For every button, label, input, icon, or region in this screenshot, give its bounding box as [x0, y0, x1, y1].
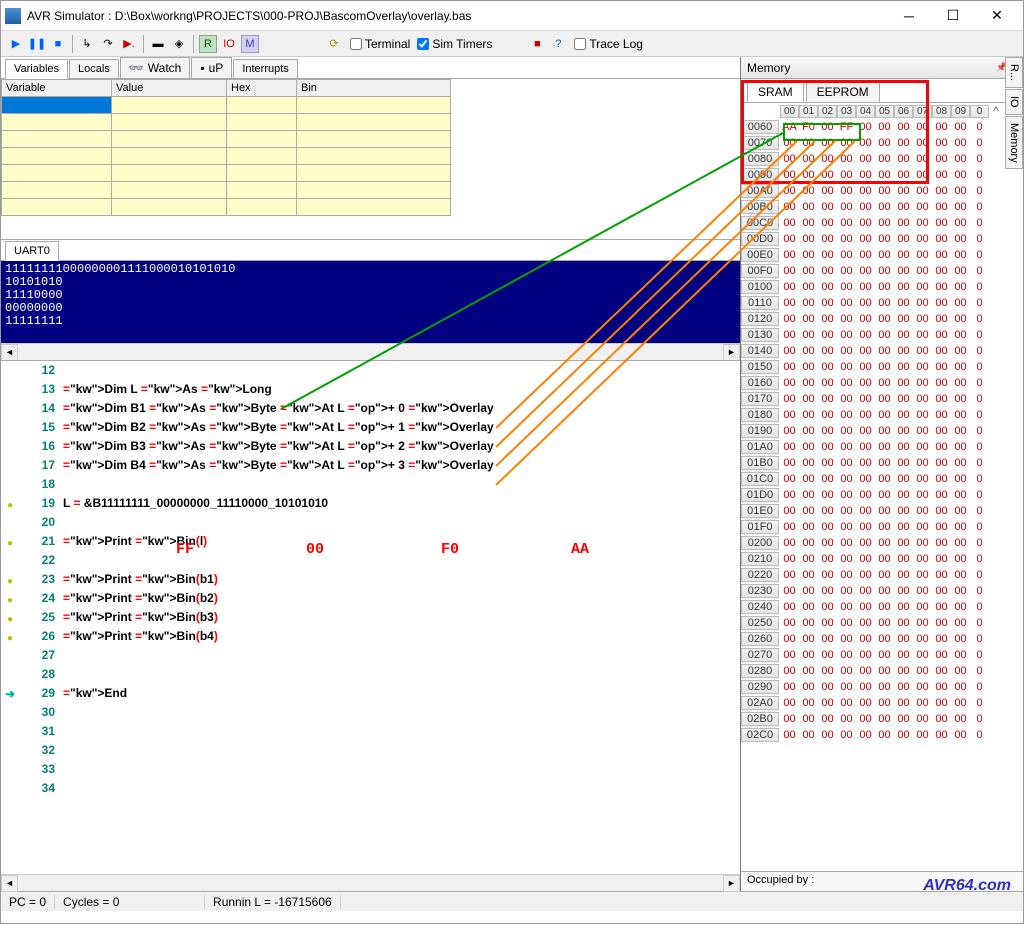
uart-tabs: UART0 [1, 239, 740, 261]
tab-interrupts[interactable]: Interrupts [233, 59, 297, 78]
m-button[interactable]: M [241, 35, 259, 53]
table-row[interactable] [2, 97, 451, 114]
vtab-io[interactable]: IO [1005, 89, 1023, 115]
help-icon[interactable]: ? [549, 35, 567, 53]
memory-grid[interactable]: 000102030405060708090^0060AAF000FF000000… [741, 103, 1023, 871]
toolbar: ▶ ❚❚ ■ ↳ ↷ ▶. ▬ ◈ R IO M ⟳ Terminal Sim … [1, 31, 1023, 57]
step-over-button[interactable]: ↷ [99, 35, 117, 53]
table-row[interactable] [2, 131, 451, 148]
tracelog-checkbox[interactable]: Trace Log [574, 37, 643, 51]
refresh-icon[interactable]: ⟳ [325, 35, 343, 53]
variables-table[interactable]: Variable Value Hex Bin [1, 79, 451, 216]
terminal-checkbox[interactable]: Terminal [350, 37, 410, 51]
status-pc: PC = 0 [1, 895, 55, 909]
tab-sram[interactable]: SRAM [747, 82, 804, 102]
col-value[interactable]: Value [112, 80, 227, 97]
memory-header: Memory 📌✕ [741, 57, 1023, 79]
io-button[interactable]: IO [220, 35, 238, 53]
tab-watch[interactable]: 👓Watch [120, 57, 191, 78]
app-icon [5, 8, 21, 24]
board-icon[interactable]: ◈ [170, 35, 188, 53]
step-out-button[interactable]: ▶. [120, 35, 138, 53]
watch-icon: 👓 [129, 61, 144, 75]
table-row[interactable] [2, 165, 451, 182]
table-row[interactable] [2, 114, 451, 131]
col-hex[interactable]: Hex [227, 80, 297, 97]
table-row[interactable] [2, 148, 451, 165]
record-icon[interactable]: ■ [528, 35, 546, 53]
simtimers-checkbox[interactable]: Sim Timers [417, 37, 492, 51]
variable-tabs: Variables Locals 👓Watch ▪uP Interrupts [1, 57, 740, 79]
col-bin[interactable]: Bin [297, 80, 451, 97]
tab-uart0[interactable]: UART0 [5, 241, 59, 261]
statusbar: PC = 0 Cycles = 0 Runnin L = -16715606 [1, 891, 1023, 911]
tab-variables[interactable]: Variables [5, 59, 68, 79]
variables-panel: Variable Value Hex Bin [1, 79, 740, 239]
step-into-button[interactable]: ↳ [78, 35, 96, 53]
code-editor[interactable]: 1213="kw">Dim L ="kw">As ="kw">Long14="k… [1, 360, 740, 874]
titlebar: AVR Simulator : D:\Box\workng\PROJECTS\0… [1, 1, 1023, 31]
memory-tabs: SRAM EEPROM [741, 79, 1023, 103]
tab-up[interactable]: ▪uP [191, 57, 232, 78]
chip-icon: ▪ [200, 61, 204, 75]
vertical-tabs: R... IO Memory [1005, 57, 1023, 170]
chip-icon[interactable]: ▬ [149, 35, 167, 53]
stop-button[interactable]: ■ [49, 35, 67, 53]
minimize-button[interactable]: ─ [887, 2, 931, 30]
pause-button[interactable]: ❚❚ [28, 35, 46, 53]
code-scrollbar[interactable]: ◄► [1, 874, 740, 891]
r-button[interactable]: R [199, 35, 217, 53]
vtab-memory[interactable]: Memory [1005, 116, 1023, 170]
tab-eeprom[interactable]: EEPROM [806, 82, 880, 102]
run-button[interactable]: ▶ [7, 35, 25, 53]
window-title: AVR Simulator : D:\Box\workng\PROJECTS\0… [27, 9, 887, 23]
watermark: AVR64.com [923, 877, 1011, 895]
uart-scrollbar[interactable]: ◄► [1, 343, 740, 360]
table-row[interactable] [2, 182, 451, 199]
tab-locals[interactable]: Locals [69, 59, 119, 78]
col-variable[interactable]: Variable [2, 80, 112, 97]
maximize-button[interactable]: ☐ [931, 2, 975, 30]
vtab-r[interactable]: R... [1005, 57, 1023, 88]
table-row[interactable] [2, 199, 451, 216]
status-running: Runnin L = -16715606 [205, 895, 341, 909]
uart-output: 11111111000000001111000010101010 1010101… [1, 261, 740, 343]
status-cycles: Cycles = 0 [55, 895, 205, 909]
close-button[interactable]: ✕ [975, 2, 1019, 30]
